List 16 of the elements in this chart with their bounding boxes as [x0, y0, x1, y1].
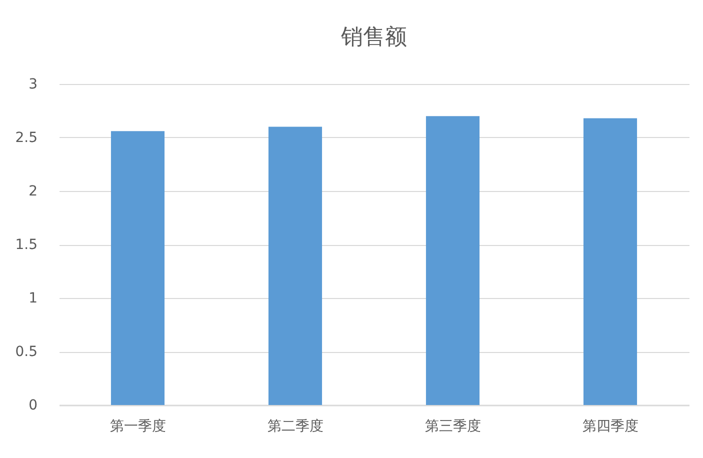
y-tick-label: 2.5 [15, 130, 38, 146]
bar [110, 131, 165, 405]
x-tick-label: 第四季度 [582, 418, 638, 434]
y-tick-label: 3 [28, 76, 38, 92]
y-tick-label: 0 [28, 398, 38, 414]
y-tick-label: 2 [28, 184, 38, 200]
x-tick-label: 第二季度 [267, 418, 324, 434]
bar [426, 116, 480, 405]
y-tick-label: 0.5 [15, 344, 38, 360]
bar [268, 126, 322, 405]
y-tick-label: 1 [28, 290, 38, 306]
x-tick-label: 第三季度 [424, 418, 481, 434]
x-tick-label: 第一季度 [110, 418, 166, 434]
chart-title: 销售额 [340, 25, 407, 50]
y-tick-label: 1.5 [15, 237, 38, 253]
bar [583, 118, 638, 405]
